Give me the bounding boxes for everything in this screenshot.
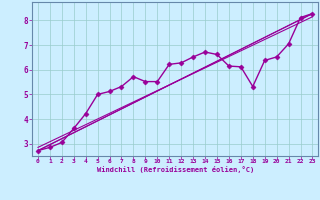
X-axis label: Windchill (Refroidissement éolien,°C): Windchill (Refroidissement éolien,°C) (97, 166, 254, 173)
